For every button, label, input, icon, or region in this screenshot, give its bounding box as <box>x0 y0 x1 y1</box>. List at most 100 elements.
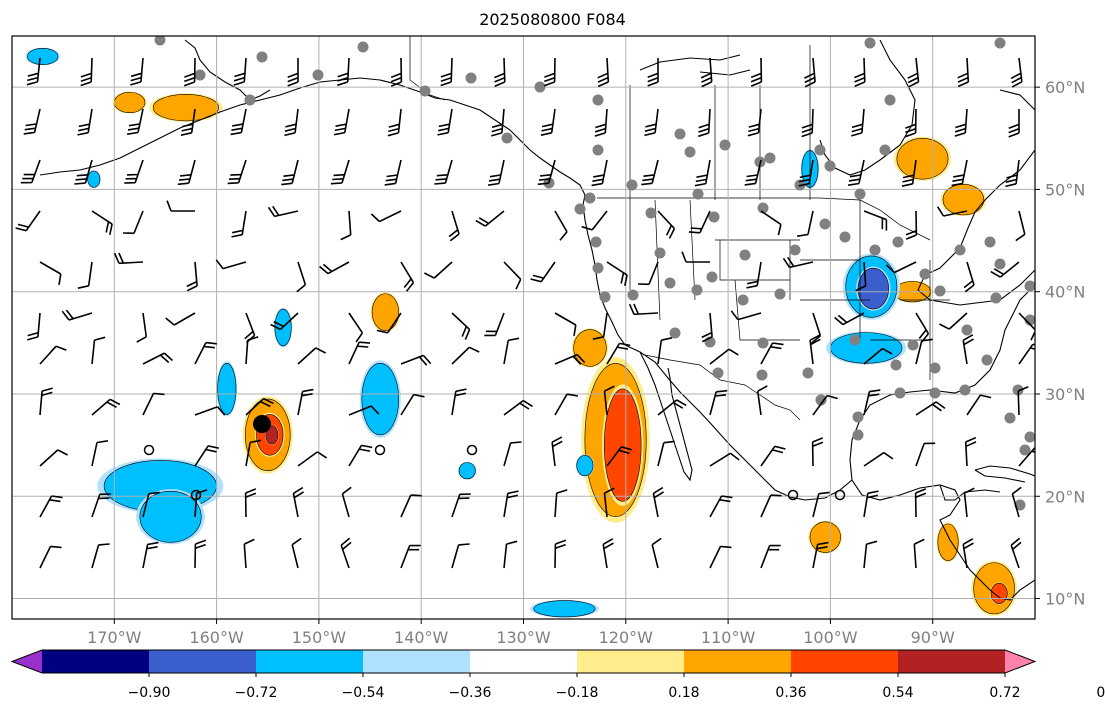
contour-fill <box>152 93 219 122</box>
wind-barb <box>554 489 568 518</box>
lon-tick-label: 110°W <box>701 628 756 647</box>
station-marker <box>757 337 769 349</box>
wind-barb <box>730 310 762 321</box>
wind-barb <box>913 538 925 569</box>
wind-barb <box>1010 57 1023 88</box>
station-marker <box>824 160 836 172</box>
contour-fill <box>87 170 101 188</box>
lon-tick-label: 130°W <box>496 628 551 647</box>
wind-barb <box>602 538 614 569</box>
wind-barb <box>863 540 878 569</box>
station-marker <box>815 394 827 406</box>
station-marker <box>194 69 206 81</box>
wind-barb <box>142 491 160 518</box>
wind-barb <box>863 347 893 365</box>
wind-barb <box>863 389 881 416</box>
contour-fill <box>533 600 596 618</box>
wind-barb <box>709 348 739 365</box>
wind-barb <box>591 159 608 187</box>
wind-barb <box>963 261 975 293</box>
wind-barb <box>39 545 62 569</box>
wind-barb <box>554 312 577 337</box>
calm-wind-circle <box>787 489 799 501</box>
wind-barb <box>796 210 814 237</box>
wind-barb <box>628 303 659 316</box>
station-marker <box>654 247 666 259</box>
lat-tick-label: 40°N <box>1045 283 1085 302</box>
wind-barb <box>451 493 471 518</box>
station-marker <box>664 277 676 289</box>
wind-barbs <box>15 57 1035 569</box>
station-markers <box>154 36 1035 511</box>
wind-barb <box>1018 447 1035 467</box>
station-marker <box>712 367 724 379</box>
lat-tick-label: 20°N <box>1045 487 1085 506</box>
wind-barb <box>760 445 786 467</box>
station-marker <box>802 367 814 379</box>
colorbar-segment <box>470 650 578 673</box>
station-marker <box>1024 314 1035 326</box>
wind-barb <box>91 336 106 365</box>
wind-barb <box>124 159 144 184</box>
wind-barb <box>503 540 518 569</box>
lon-tick-label: 90°W <box>911 628 955 647</box>
wind-barb <box>39 495 63 518</box>
wind-barb <box>245 397 274 416</box>
wind-barb <box>746 261 762 289</box>
wind-barb <box>804 57 816 88</box>
station-marker <box>1024 280 1035 292</box>
station-marker <box>954 244 966 256</box>
wind-barb <box>863 451 894 467</box>
colorbar-tick-label: 0.90 <box>1096 685 1105 701</box>
wind-barb <box>27 312 41 341</box>
wind-barb <box>281 159 299 186</box>
wind-barb <box>230 108 247 136</box>
wind-barb <box>39 345 67 365</box>
wind-barb <box>292 486 305 518</box>
lat-tick-label: 30°N <box>1045 385 1085 404</box>
wind-barb <box>698 108 711 138</box>
wind-barb <box>297 347 326 365</box>
calm-wind-circle <box>834 489 846 501</box>
colorbar-tick-label: 0.54 <box>882 685 913 701</box>
wind-barb <box>296 261 307 293</box>
wind-barb <box>20 159 41 184</box>
station-marker <box>706 271 718 283</box>
colorbar-segment <box>256 650 364 673</box>
colorbar-tick-label: −0.18 <box>556 685 599 701</box>
wind-barb <box>1005 159 1020 188</box>
station-marker <box>357 41 369 53</box>
lon-tick-label: 160°W <box>189 628 244 647</box>
calm-wind-circles <box>143 444 846 501</box>
station-marker <box>852 429 864 441</box>
colorbar-segment <box>898 650 1006 673</box>
station-marker <box>627 289 639 301</box>
wind-barb <box>782 256 814 269</box>
us-mexico-border <box>644 354 801 421</box>
wind-barb <box>122 210 144 235</box>
wind-barb <box>641 159 659 186</box>
wind-barb <box>23 108 41 135</box>
wind-barb <box>700 57 713 88</box>
wind-barb <box>554 353 586 365</box>
wind-barb <box>142 392 165 416</box>
wind-barb <box>543 57 556 87</box>
station-marker <box>244 94 256 106</box>
wind-barb <box>348 312 364 343</box>
colorbar: −0.90 −0.72 −0.54 −0.36 −0.18 0.18 0.36 0.54 0.7… <box>10 649 1105 701</box>
colorbar-segment <box>363 650 471 673</box>
station-marker <box>929 387 941 399</box>
wind-barb <box>966 394 992 416</box>
station-marker <box>869 244 881 256</box>
station-marker <box>990 292 1002 304</box>
station-marker <box>934 285 946 297</box>
wind-barb <box>962 334 974 365</box>
wind-barb <box>348 405 380 416</box>
station-marker <box>854 188 866 200</box>
station-marker <box>626 179 638 191</box>
station-marker <box>599 291 611 303</box>
plot-title: 2025080800 F084 <box>479 10 626 29</box>
colorbar-tick-label: 0.72 <box>989 685 1020 701</box>
wind-barb <box>319 261 350 275</box>
wind-barb <box>340 210 352 241</box>
